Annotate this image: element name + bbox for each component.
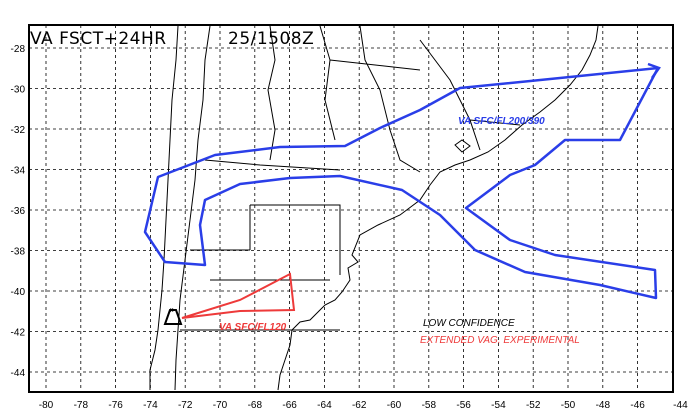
lat-tick-label: -38: [11, 247, 26, 258]
lon-tick-label: -66: [282, 400, 297, 411]
coastlines: [149, 25, 599, 391]
province-borders: [180, 25, 521, 331]
volcano-triangle-icon: [163, 309, 183, 325]
lat-tick-label: -34: [11, 166, 26, 177]
ash-area-fl200-390-tip: [647, 62, 661, 79]
experimental-note: EXTENDED VAG. EXPERIMENTAL: [420, 335, 580, 346]
lon-tick-label: -72: [178, 400, 193, 411]
valid-time: 25/1508Z: [228, 29, 314, 49]
falklands: [454, 139, 471, 153]
ash-area-label-fl200-390: VA SFC/FL200/390: [458, 116, 545, 127]
lat-tick-label: -36: [11, 206, 26, 217]
lat-tick-label: -30: [11, 85, 26, 96]
lon-tick-label: -74: [143, 400, 158, 411]
lon-tick-label: -54: [491, 400, 506, 411]
lon-tick-label: -60: [387, 400, 402, 411]
lon-tick-label: -70: [213, 400, 228, 411]
map-frame: [28, 24, 674, 393]
andes-border: [174, 25, 211, 391]
lat-tick-label: -44: [11, 368, 26, 379]
lon-tick-label: -44: [673, 400, 688, 411]
lon-tick-label: -58: [422, 400, 437, 411]
ash-area-fl120[interactable]: [181, 272, 296, 319]
lon-tick-label: -64: [317, 400, 332, 411]
east-coast: [277, 25, 599, 391]
lon-tick-label: -76: [108, 400, 123, 411]
lon-tick-label: -62: [352, 400, 367, 411]
lon-tick-label: -78: [74, 400, 89, 411]
lat-tick-label: -42: [11, 328, 26, 339]
west-coast: [149, 25, 179, 390]
lon-tick-label: -52: [526, 400, 541, 411]
lon-tick-label: -46: [630, 400, 645, 411]
graticule: [29, 25, 673, 392]
lat-tick-label: -40: [11, 287, 26, 298]
lon-tick-label: -68: [248, 400, 263, 411]
axis-ticks: -80 -78 -76 -74 -72 -70 -68 -66 -64 -62 -60 -58 -56 -…: [11, 44, 689, 411]
lat-tick-label: -32: [11, 125, 26, 136]
low-confidence-note: LOW CONFIDENCE: [423, 318, 515, 329]
lon-tick-label: -56: [456, 400, 471, 411]
ash-area-fl200-390[interactable]: [143, 66, 660, 300]
lon-tick-label: -80: [39, 400, 54, 411]
lon-tick-label: -50: [561, 400, 576, 411]
map-title: VA FSCT+24HR: [30, 29, 167, 49]
volcano-marker-icon: x: [170, 307, 174, 314]
ash-area-label-fl120: VA SFC/FL120: [219, 322, 287, 333]
lat-tick-label: -28: [11, 44, 26, 55]
lon-tick-label: -48: [596, 400, 611, 411]
